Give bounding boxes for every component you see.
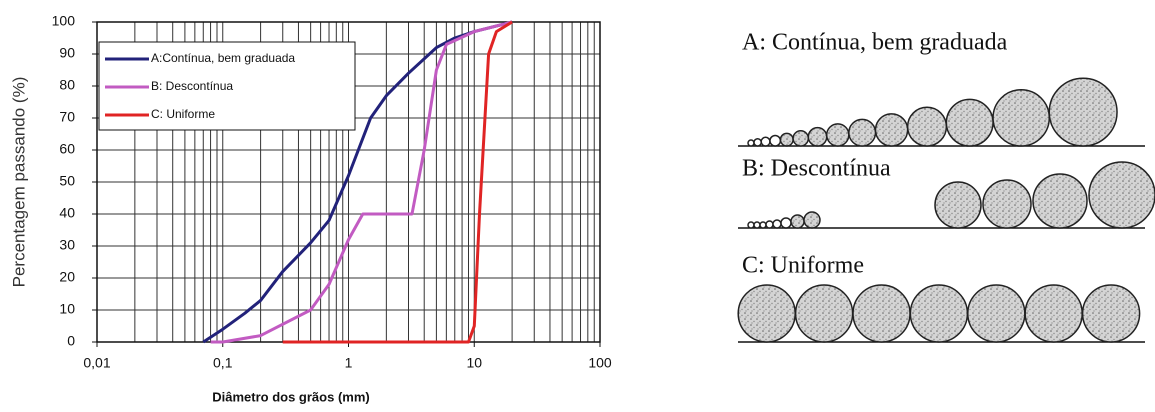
illustration-label: B: Descontínua: [742, 156, 891, 182]
grain: [848, 118, 877, 147]
legend-label: C: Uniforme: [151, 107, 215, 121]
grain: [1048, 77, 1118, 147]
y-tick-label: 100: [52, 13, 76, 29]
grain: [765, 220, 774, 229]
grain: [982, 179, 1032, 229]
grain: [792, 130, 810, 147]
grain: [807, 126, 828, 147]
grain: [825, 123, 850, 147]
x-tick-label: 10: [466, 355, 482, 371]
grain: [1081, 284, 1141, 343]
grain: [737, 284, 796, 343]
grain: [874, 113, 909, 147]
y-axis-label: Percentagem passando (%): [9, 77, 28, 288]
grain: [803, 211, 821, 229]
y-tick-label: 50: [59, 173, 75, 189]
legend-label: A:Contínua, bem graduada: [151, 51, 295, 65]
grain: [747, 139, 755, 147]
x-tick-label: 0,1: [213, 355, 233, 371]
series-line: [202, 20, 513, 344]
grain: [945, 98, 994, 147]
grain: [769, 134, 782, 147]
series-line: [282, 20, 513, 344]
y-tick-label: 0: [67, 333, 75, 349]
y-tick-label: 20: [59, 269, 75, 285]
grain: [992, 89, 1051, 147]
legend-label: B: Descontínua: [151, 79, 233, 93]
y-tick-label: 80: [59, 77, 75, 93]
grain: [909, 284, 969, 343]
grain: [772, 219, 782, 229]
x-axis-label: Diâmetro dos grãos (mm): [212, 389, 369, 404]
grain: [967, 284, 1026, 343]
grain: [759, 221, 767, 229]
grain: [780, 217, 792, 229]
illustration-label: C: Uniforme: [742, 253, 864, 279]
grain: [1032, 173, 1088, 229]
grain: [753, 138, 762, 147]
y-tick-label: 90: [59, 45, 75, 61]
grain: [747, 221, 755, 229]
grain: [1024, 284, 1083, 343]
grain: [794, 284, 854, 343]
y-tick-label: 30: [59, 237, 75, 253]
illustration-label: A: Contínua, bem graduada: [742, 30, 1008, 56]
y-tick-label: 10: [59, 301, 75, 317]
y-tick-label: 60: [59, 141, 75, 157]
x-tick-label: 1: [345, 355, 353, 371]
grain: [852, 284, 911, 343]
grain: [934, 181, 982, 229]
grain: [790, 214, 805, 229]
x-tick-label: 0,01: [83, 355, 110, 371]
grain: [760, 136, 771, 147]
y-tick-label: 70: [59, 109, 75, 125]
grain: [1088, 161, 1155, 229]
series-line: [210, 20, 513, 344]
y-tick-label: 40: [59, 205, 75, 221]
grain: [906, 106, 948, 147]
x-tick-label: 100: [588, 355, 612, 371]
grain: [779, 132, 794, 147]
grain: [753, 221, 761, 229]
